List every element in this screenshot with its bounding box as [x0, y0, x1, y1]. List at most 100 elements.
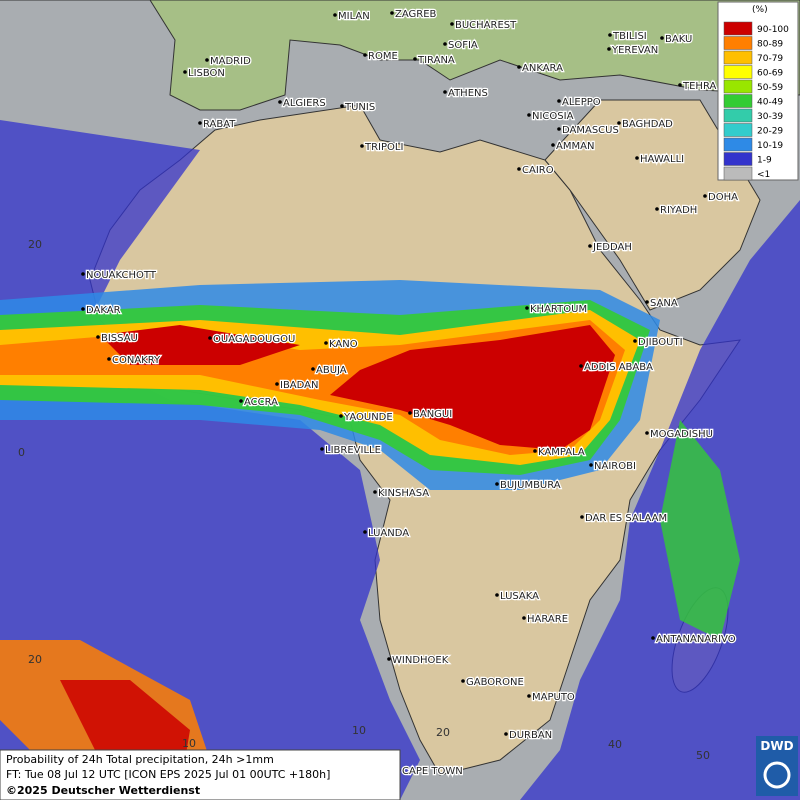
city-label: BAKU — [665, 34, 692, 45]
city-label: IBADAN — [280, 380, 319, 391]
city-dot — [450, 22, 454, 26]
legend-label: 20-29 — [757, 127, 783, 137]
city-dot — [320, 447, 324, 451]
city-label: OUAGADOUGOU — [213, 334, 295, 345]
city-label: ANTANANARIVO — [656, 634, 736, 645]
city-label: TUNIS — [344, 102, 375, 113]
city-dot — [183, 70, 187, 74]
legend-label: 40-49 — [757, 98, 783, 108]
city-dot — [373, 490, 377, 494]
city-label: HAWALLI — [640, 154, 684, 165]
city-label: BANGUI — [413, 409, 452, 420]
legend-swatch — [723, 152, 753, 166]
city-dot — [557, 127, 561, 131]
city-dot — [81, 307, 85, 311]
city-label: KINSHASA — [378, 488, 429, 499]
city-label: ACCRA — [244, 397, 278, 408]
city-dot — [278, 100, 282, 104]
city-dot — [533, 449, 537, 453]
city-dot — [517, 65, 521, 69]
city-label: NICOSIA — [532, 111, 574, 122]
grid-labels: 20 0 20 10 10 20 40 50 — [18, 238, 710, 762]
city-dot — [413, 57, 417, 61]
legend-swatch — [723, 108, 753, 123]
city-dot — [645, 431, 649, 435]
footer-line: Probability of 24h Total precipitation, … — [6, 753, 274, 766]
city-label: ZAGREB — [395, 9, 437, 20]
grid-label: 40 — [608, 738, 622, 751]
city-label: NOUAKCHOTT — [86, 270, 157, 281]
city-label: CAPE TOWN — [402, 766, 463, 777]
city-label: DJIBOUTI — [638, 337, 683, 348]
grid-label: 50 — [696, 749, 710, 762]
city-label: ATHENS — [448, 88, 488, 99]
city-dot — [275, 382, 279, 386]
legend: (%) 90-100 80-89 70-79 60-69 50-59 40-49 30-39… — [717, 1, 799, 181]
footer-box — [0, 749, 401, 800]
city-dot — [579, 364, 583, 368]
city-dot — [525, 306, 529, 310]
precipitation — [0, 120, 800, 800]
city-label: NAIROBI — [594, 461, 636, 472]
city-dot — [363, 530, 367, 534]
city-dot — [557, 99, 561, 103]
legend-label: 70-79 — [757, 54, 783, 64]
legend-label: 50-59 — [757, 83, 783, 93]
logo: DWD — [756, 736, 798, 796]
city-dot — [495, 593, 499, 597]
city-dot — [551, 143, 555, 147]
city-label: TEHRA — [682, 81, 716, 92]
city-label: LIBREVILLE — [325, 445, 381, 456]
city-dot — [703, 194, 707, 198]
city-label: TRIPOLI — [364, 142, 403, 153]
city-label: ALGIERS — [283, 98, 326, 109]
legend-label: 10-19 — [757, 141, 783, 151]
city-dot — [208, 336, 212, 340]
city-dot — [527, 113, 531, 117]
city-label: SANA — [650, 298, 678, 309]
city-dot — [588, 244, 592, 248]
legend-label: 80-89 — [757, 40, 783, 50]
legend-label: 30-39 — [757, 112, 783, 122]
city-label: TBILISI — [612, 31, 647, 42]
city-dot — [608, 33, 612, 37]
city-label: KAMPALA — [538, 447, 585, 458]
city-dot — [645, 300, 649, 304]
city-label: BAGHDAD — [622, 119, 673, 130]
city-label: CONAKRY — [112, 355, 161, 366]
city-label: LUSAKA — [500, 591, 539, 602]
city-dot — [311, 367, 315, 371]
grid-label: 20 — [28, 653, 42, 666]
city-label: CAIRO — [522, 165, 554, 176]
city-dot — [340, 104, 344, 108]
city-label: GABORONE — [466, 677, 524, 688]
city-dot — [96, 335, 100, 339]
legend-label: 60-69 — [757, 69, 783, 79]
city-dot — [607, 47, 611, 51]
grid-label: 0 — [18, 446, 25, 459]
legend-label: 90-100 — [757, 25, 789, 35]
city-label: DOHA — [708, 192, 738, 203]
city-label: TIRANA — [417, 55, 455, 66]
legend-swatch — [723, 166, 753, 181]
city-dot — [504, 732, 508, 736]
grid-label: 10 — [352, 724, 366, 737]
city-dot — [239, 399, 243, 403]
city-dot — [360, 144, 364, 148]
city-label: ROME — [368, 51, 398, 62]
legend-items: 90-100 80-89 70-79 60-69 50-59 40-49 30-39 20-2… — [723, 21, 789, 181]
footer-line: FT: Tue 08 Jul 12 UTC [ICON EPS 2025 Jul… — [6, 768, 330, 781]
city-dot — [81, 272, 85, 276]
city-label: BISSAU — [101, 333, 138, 344]
footer-line: ©2025 Deutscher Wetterdienst — [6, 784, 200, 797]
legend-swatch — [723, 123, 753, 137]
city-dot — [363, 53, 367, 57]
city-dot — [589, 463, 593, 467]
city-label: MOGADISHU — [650, 429, 713, 440]
city-dot — [517, 167, 521, 171]
logo-text: DWD — [760, 739, 793, 753]
city-dot — [205, 58, 209, 62]
city-label: AMMAN — [556, 141, 594, 152]
city-label: YEREVAN — [611, 45, 658, 56]
